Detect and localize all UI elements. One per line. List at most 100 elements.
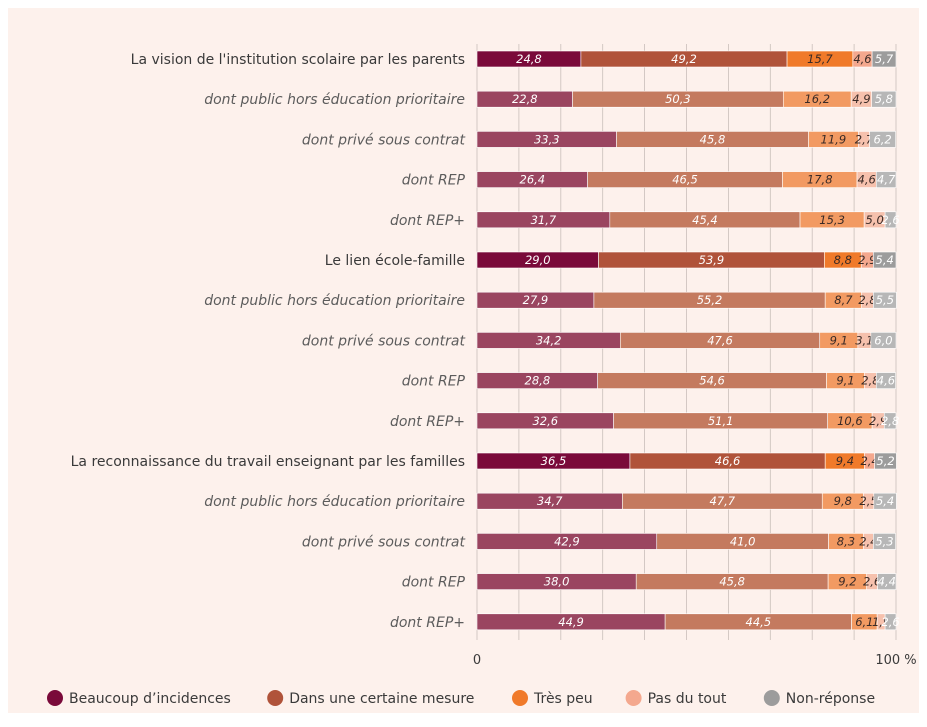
bar-value-label: 2,7 [855, 132, 874, 146]
category-label: dont public hors éducation prioritaire [204, 494, 465, 510]
bar-value-label: 2,6 [881, 213, 899, 227]
bar-value-label: 2,8 [881, 414, 899, 428]
bar-segment [871, 90, 897, 108]
chart-panel: 24,8 49,2 15,7 4,6 5,7 22,8 50,3 16,2 4,9 5,8 33,3… [8, 8, 919, 713]
legend-swatch [512, 690, 528, 706]
legend-item: Pas du tout [625, 690, 727, 707]
legend-item: Beaucoup d’incidences [47, 690, 231, 707]
bar-value-label: 16,2 [804, 92, 830, 106]
bar-value-label: 55,2 [697, 293, 723, 307]
legend-swatch [625, 690, 642, 706]
stacked-bar-chart: 24,8 49,2 15,7 4,6 5,7 22,8 50,3 16,2 4,9 5,8 33,3… [47, 44, 917, 707]
bar-value-label: 17,8 [807, 173, 833, 187]
category-label: dont privé sous contrat [302, 534, 466, 550]
bar-value-label: 27,9 [523, 293, 549, 307]
bar-value-label: 9,1 [830, 333, 848, 347]
bar-value-label: 4,6 [853, 52, 871, 66]
category-label: La reconnaissance du travail enseignant … [71, 454, 465, 470]
bar-value-label: 4,7 [877, 173, 896, 187]
bar-value-label: 47,6 [707, 333, 733, 347]
bar-value-label: 44,5 [746, 615, 772, 629]
bar-value-label: 22,8 [512, 92, 538, 106]
bar-value-label: 4,6 [858, 173, 876, 187]
bar-value-label: 2,4 [860, 454, 878, 468]
bar-value-label: 4,4 [878, 575, 896, 589]
legend-swatch [267, 690, 284, 706]
category-label: dont REP+ [390, 414, 465, 430]
bar-value-label: 3,1 [855, 333, 873, 347]
bar-value-label: 5,0 [865, 213, 883, 227]
bar-value-label: 11,9 [821, 132, 847, 146]
bar-value-label: 4,6 [877, 374, 895, 388]
legend-swatch [47, 690, 63, 706]
bar-value-label: 2,6 [881, 615, 899, 629]
bar-segment [869, 131, 896, 148]
bar-value-label: 2,5 [859, 494, 877, 508]
bar-value-label: 41,0 [730, 534, 756, 548]
bar-value-label: 51,1 [708, 414, 734, 428]
category-label: Le lien école-famille [325, 253, 465, 269]
bar-value-label: 5,5 [876, 293, 894, 307]
bar-value-label: 44,9 [558, 615, 584, 629]
bar-segment [883, 412, 897, 430]
legend-label: Très peu [533, 691, 593, 707]
category-label: dont REP [402, 575, 466, 591]
bar-value-label: 5,7 [875, 52, 894, 66]
bar-segment [873, 533, 896, 550]
bar-value-label: 10,6 [837, 414, 863, 428]
bar-value-label: 46,6 [715, 454, 741, 468]
bar-value-label: 34,2 [536, 333, 562, 347]
bar-value-label: 9,4 [836, 454, 854, 468]
bar-value-label: 5,4 [876, 253, 894, 267]
bar-value-label: 45,8 [719, 575, 745, 589]
bar-segment [874, 452, 897, 470]
bar-value-label: 38,0 [544, 575, 570, 589]
legend: Beaucoup d’incidences Dans une certaine m… [47, 690, 875, 707]
bars: 24,8 49,2 15,7 4,6 5,7 22,8 50,3 16,2 4,9 5,8 33,3… [476, 50, 900, 631]
category-label: dont REP [402, 173, 466, 189]
legend-item: Non-réponse [763, 690, 875, 707]
bar-value-label: 2,8 [861, 374, 879, 388]
bar-value-label: 4,9 [852, 92, 870, 106]
bar-value-label: 6,0 [874, 333, 892, 347]
bar-value-label: 45,4 [692, 213, 718, 227]
bar-value-label: 33,3 [534, 132, 560, 146]
bar-value-label: 32,6 [532, 414, 558, 428]
bar-segment [873, 251, 897, 269]
bar-value-label: 8,3 [837, 534, 855, 548]
bar-value-label: 45,8 [700, 132, 726, 146]
bar-value-label: 15,7 [807, 52, 833, 66]
bar-value-label: 2,9 [869, 414, 887, 428]
bar-value-label: 50,3 [665, 92, 691, 106]
bar-value-label: 26,4 [520, 173, 546, 187]
bar-value-label: 42,9 [554, 534, 580, 548]
category-labels: La vision de l'institution scolaire par … [71, 52, 466, 631]
category-label: dont REP+ [390, 213, 465, 229]
bar-value-label: 2,8 [858, 293, 876, 307]
category-label: dont privé sous contrat [302, 132, 466, 148]
bar-value-label: 29,0 [525, 253, 551, 267]
category-label: dont public hors éducation prioritaire [204, 293, 465, 309]
bar-value-label: 34,7 [537, 494, 563, 508]
bar-value-label: 2,6 [863, 575, 881, 589]
bar-value-label: 6,1 [855, 615, 873, 629]
bar-value-label: 9,1 [836, 374, 854, 388]
legend-label: Pas du tout [648, 691, 727, 707]
category-label: dont public hors éducation prioritaire [204, 92, 465, 108]
bar-value-label: 5,2 [876, 454, 894, 468]
category-label: dont REP+ [390, 615, 465, 631]
legend-label: Dans une certaine mesure [289, 691, 474, 707]
bar-segment [877, 573, 897, 590]
bar-segment [884, 613, 897, 631]
legend-swatch [763, 690, 780, 706]
bar-segment [870, 332, 897, 349]
bar-value-label: 53,9 [699, 253, 725, 267]
bar-value-label: 15,3 [819, 213, 845, 227]
x-axis: 0 100 % [473, 653, 917, 668]
bar-value-label: 46,5 [672, 173, 698, 187]
bar-value-label: 5,8 [875, 92, 893, 106]
legend-item: Dans une certaine mesure [267, 690, 474, 707]
bar-value-label: 28,8 [525, 374, 551, 388]
bar-segment [876, 372, 896, 389]
bar-segment [876, 171, 897, 188]
